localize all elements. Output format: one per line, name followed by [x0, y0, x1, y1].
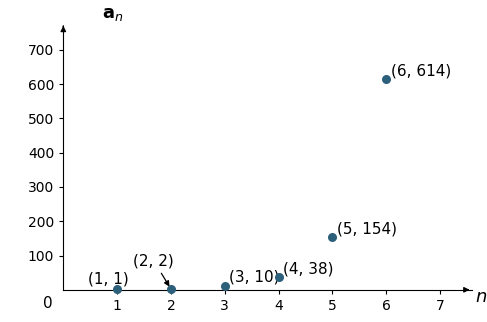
- Text: (5, 154): (5, 154): [337, 222, 397, 237]
- Text: $\mathbf{a}_n$: $\mathbf{a}_n$: [102, 5, 123, 23]
- Point: [221, 284, 229, 289]
- Text: (2, 2): (2, 2): [133, 253, 174, 286]
- Point: [329, 234, 337, 240]
- Text: (3, 10): (3, 10): [229, 269, 280, 284]
- Point: [275, 274, 282, 279]
- Point: [167, 287, 175, 292]
- Text: 0: 0: [43, 296, 53, 311]
- Text: (1, 1): (1, 1): [88, 271, 128, 286]
- Text: (4, 38): (4, 38): [283, 261, 334, 276]
- Text: (6, 614): (6, 614): [391, 64, 451, 79]
- Point: [382, 77, 390, 82]
- Text: $n$: $n$: [475, 288, 487, 306]
- Point: [113, 287, 121, 292]
